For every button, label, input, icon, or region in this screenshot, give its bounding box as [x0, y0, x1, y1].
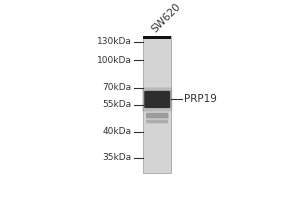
Text: SW620: SW620: [150, 1, 183, 34]
FancyBboxPatch shape: [146, 113, 168, 118]
FancyBboxPatch shape: [146, 120, 168, 123]
FancyBboxPatch shape: [144, 91, 170, 108]
FancyBboxPatch shape: [142, 87, 172, 111]
Text: PRP19: PRP19: [184, 94, 217, 104]
Bar: [143, 36, 171, 173]
Bar: [143, 36, 171, 39]
Text: 35kDa: 35kDa: [103, 153, 132, 162]
Text: 55kDa: 55kDa: [103, 100, 132, 109]
Text: 70kDa: 70kDa: [103, 83, 132, 92]
Text: 100kDa: 100kDa: [97, 56, 132, 65]
Text: 40kDa: 40kDa: [103, 127, 132, 136]
Text: 130kDa: 130kDa: [97, 37, 132, 46]
